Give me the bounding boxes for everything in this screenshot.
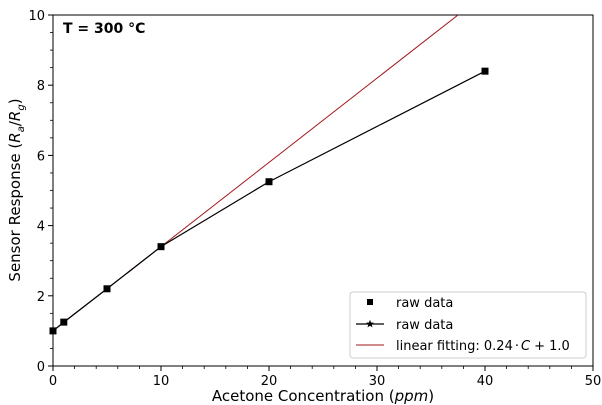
y-tick-label: 4 [37,220,45,235]
y-tick-label: 2 [37,290,45,305]
y-tick-label: 10 [28,9,45,24]
x-tick-label: 40 [477,374,494,389]
x-tick-label: 10 [153,374,170,389]
legend-label-raw-line: raw data [396,318,453,333]
x-axis-ticks: 0 10 20 30 40 50 [49,366,601,389]
x-tick-label: 20 [261,374,278,389]
marker-layer [49,67,489,335]
raw-data-point [157,243,165,251]
fit-layer [53,15,459,332]
legend-label-fit: linear fitting: 0.24 · C + 1.0 [396,339,570,354]
temperature-annotation: T = 300 °C [63,21,145,37]
x-axis-label: Acetone Concentration (ppm) [212,387,434,405]
fit-line [53,15,459,332]
raw-data-point [103,285,111,293]
raw-data-point [265,178,273,186]
legend-box [349,291,587,359]
raw-data-point [60,318,68,326]
x-tick-label: 30 [369,374,386,389]
y-axis-ticks: 0 2 4 6 8 10 [28,9,53,375]
legend-swatch-star [366,319,374,328]
legend-swatch-square [367,299,373,305]
x-tick-label: 0 [49,374,57,389]
legend: raw data raw data linear fitting: 0.24 · C… [349,291,587,359]
raw-data-point [481,67,489,75]
y-tick-label: 6 [37,149,45,164]
legend-label-raw-markers: raw data [396,296,453,311]
raw-data-point [49,327,57,335]
y-axis-label: Sensor Response (Ra/Rg) [6,98,27,281]
y-tick-label: 8 [37,79,45,94]
x-tick-label: 50 [585,374,602,389]
y-tick-label: 0 [37,360,45,375]
